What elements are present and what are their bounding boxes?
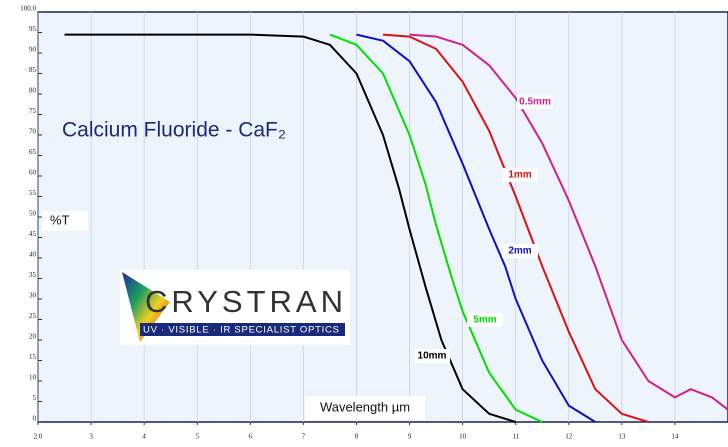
x-tick-label: 13 bbox=[618, 433, 626, 441]
series-label-box bbox=[414, 349, 450, 363]
x-tick-label: 12 bbox=[565, 433, 573, 441]
x-tick-label: 2.0 bbox=[34, 433, 43, 441]
logo-tagline: UV · VISIBLE · IR SPECIALIST OPTICS bbox=[143, 325, 339, 336]
y-tick-label: 5 bbox=[33, 394, 37, 402]
line bbox=[64, 33, 516, 423]
logo-icon bbox=[122, 272, 170, 342]
y-tick-label: 55 bbox=[29, 189, 37, 197]
lines bbox=[64, 33, 728, 423]
y-tick-label: 95 bbox=[29, 25, 37, 33]
x-tick-label: 7 bbox=[302, 433, 306, 441]
y-tick-label: 40 bbox=[29, 251, 37, 259]
x-tick-label: 14 bbox=[671, 433, 679, 441]
series-label-box bbox=[502, 244, 538, 258]
y-tick-label: 75 bbox=[29, 107, 37, 115]
line bbox=[329, 33, 543, 423]
y-tick-label: 45 bbox=[29, 230, 37, 238]
y-tick-label: 20 bbox=[29, 333, 37, 341]
y-tick-label: 50 bbox=[29, 210, 37, 218]
x-tick-label: 9 bbox=[408, 433, 412, 441]
label-box bbox=[305, 396, 425, 420]
label-box bbox=[42, 211, 88, 231]
y-tick-label: 25 bbox=[29, 312, 37, 320]
y-tick-label: 10 bbox=[29, 374, 37, 382]
series-label-box bbox=[517, 95, 553, 109]
y-tick-label: 15 bbox=[29, 353, 37, 361]
x-tick-label: 8 bbox=[355, 433, 359, 441]
y-tick-label: 90 bbox=[29, 46, 37, 54]
series-label: 1mm bbox=[508, 170, 531, 181]
logo-band bbox=[140, 323, 345, 336]
x-axis-label: Wavelength µm bbox=[320, 399, 410, 414]
line bbox=[409, 33, 728, 411]
y-tick-label: 85 bbox=[29, 66, 37, 74]
y-tick-label: 100.0 bbox=[20, 5, 36, 13]
x-tick-label: 10 bbox=[459, 433, 467, 441]
y-tick-label: 80 bbox=[29, 87, 37, 95]
series-label: 2mm bbox=[508, 246, 531, 257]
line bbox=[356, 33, 596, 423]
x-tick-label: 11 bbox=[512, 433, 519, 441]
y-axis-label: %T bbox=[50, 212, 70, 227]
y-tick-label: 30 bbox=[29, 292, 37, 300]
y-tick-label: 65 bbox=[29, 148, 37, 156]
x-tick-label: 3 bbox=[89, 433, 93, 441]
series-label-box bbox=[467, 313, 503, 327]
y-tick-label: 70 bbox=[29, 128, 37, 136]
x-tick-label: 6 bbox=[249, 433, 253, 441]
y-tick-label: 60 bbox=[29, 169, 37, 177]
series-label: 0.5mm bbox=[519, 97, 551, 108]
y-tick-label: 35 bbox=[29, 271, 37, 279]
series-label: 10mm bbox=[418, 351, 447, 362]
line bbox=[382, 33, 649, 423]
x-tick-label: 4 bbox=[142, 433, 146, 441]
y-tick-label: 0 bbox=[33, 415, 37, 423]
x-tick-label: 5 bbox=[195, 433, 199, 441]
plot-area bbox=[37, 11, 728, 423]
chart-title: Calcium Fluoride - CaF₂ bbox=[62, 119, 286, 142]
series-label-box bbox=[502, 168, 538, 182]
series-label: 5mm bbox=[473, 315, 496, 326]
